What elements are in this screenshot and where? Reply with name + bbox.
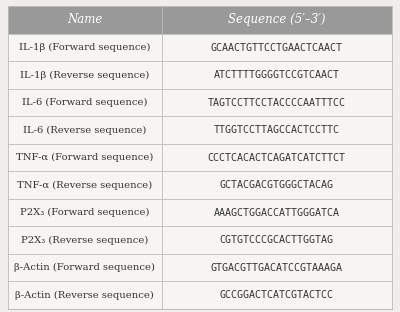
Text: P2X₃ (Forward sequence): P2X₃ (Forward sequence) (20, 208, 150, 217)
Text: AAAGCTGGACCATTGGGATCA: AAAGCTGGACCATTGGGATCA (214, 207, 340, 217)
Text: ATCTTTTGGGGTCCGTCAACT: ATCTTTTGGGGTCCGTCAACT (214, 70, 340, 80)
Text: GCAACTGTTCCTGAACTCAACT: GCAACTGTTCCTGAACTCAACT (211, 42, 343, 52)
Text: GTGACGTTGACATCCGTAAAGA: GTGACGTTGACATCCGTAAAGA (211, 263, 343, 273)
Text: Name: Name (67, 13, 102, 27)
Text: TNF-α (Forward sequence): TNF-α (Forward sequence) (16, 153, 154, 162)
Text: P2X₃ (Reverse sequence): P2X₃ (Reverse sequence) (21, 236, 148, 245)
Text: TTGGTCCTTAGCCACTCCTTC: TTGGTCCTTAGCCACTCCTTC (214, 125, 340, 135)
Text: GCTACGACGTGGGCTACAG: GCTACGACGTGGGCTACAG (220, 180, 334, 190)
Text: IL-1β (Reverse sequence): IL-1β (Reverse sequence) (20, 71, 150, 80)
Text: GCCGGACTCATCGTACTCC: GCCGGACTCATCGTACTCC (220, 290, 334, 300)
Text: CGTGTCCCGCACTTGGTAG: CGTGTCCCGCACTTGGTAG (220, 235, 334, 245)
Text: IL-6 (Forward sequence): IL-6 (Forward sequence) (22, 98, 148, 107)
Text: IL-1β (Forward sequence): IL-1β (Forward sequence) (19, 43, 150, 52)
Text: IL-6 (Reverse sequence): IL-6 (Reverse sequence) (23, 125, 146, 134)
Text: Sequence (5′–3′): Sequence (5′–3′) (228, 13, 326, 27)
Bar (162, 6, 392, 34)
Text: TNF-α (Reverse sequence): TNF-α (Reverse sequence) (17, 181, 152, 190)
Text: TAGTCCTTCCTACCCCAATTTCC: TAGTCCTTCCTACCCCAATTTCC (208, 98, 346, 108)
Text: β-Actin (Reverse sequence): β-Actin (Reverse sequence) (15, 290, 154, 300)
Text: CCCTCACACTCAGATCATCTTCT: CCCTCACACTCAGATCATCTTCT (208, 153, 346, 163)
Text: β-Actin (Forward sequence): β-Actin (Forward sequence) (14, 263, 155, 272)
Bar (8, 6, 162, 34)
